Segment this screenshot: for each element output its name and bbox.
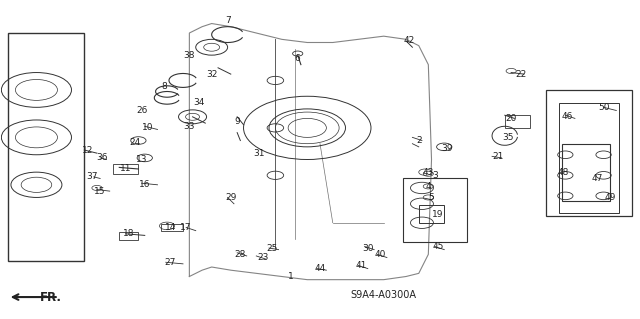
Text: 4: 4 — [426, 182, 431, 191]
Text: 18: 18 — [123, 229, 134, 238]
Text: 39: 39 — [442, 144, 453, 153]
Text: 45: 45 — [432, 242, 444, 251]
Text: 35: 35 — [502, 133, 514, 142]
Text: 44: 44 — [314, 264, 326, 273]
Text: 24: 24 — [129, 137, 141, 147]
Text: 10: 10 — [142, 123, 154, 132]
Text: 47: 47 — [591, 174, 603, 183]
Text: 14: 14 — [164, 223, 176, 232]
Text: FR.: FR. — [40, 291, 61, 304]
Text: 29: 29 — [225, 193, 236, 202]
Text: 9: 9 — [234, 117, 240, 126]
Bar — [403, 178, 467, 242]
Text: 16: 16 — [139, 180, 150, 189]
Text: 20: 20 — [506, 114, 517, 123]
Text: 13: 13 — [136, 155, 147, 164]
Text: 8: 8 — [161, 82, 167, 91]
Text: 27: 27 — [164, 258, 176, 267]
Text: 11: 11 — [120, 165, 131, 174]
Text: 6: 6 — [295, 54, 301, 63]
Text: 37: 37 — [87, 172, 99, 182]
Text: 38: 38 — [184, 51, 195, 60]
Text: 48: 48 — [557, 168, 569, 177]
Text: 40: 40 — [375, 250, 386, 259]
Text: 28: 28 — [235, 250, 246, 259]
Bar — [546, 90, 632, 216]
Text: 36: 36 — [96, 153, 108, 162]
Text: 43: 43 — [422, 168, 434, 177]
Text: 25: 25 — [266, 243, 278, 253]
Text: 49: 49 — [604, 193, 616, 202]
Text: 5: 5 — [429, 193, 435, 202]
Text: 30: 30 — [362, 243, 374, 253]
Text: 15: 15 — [95, 187, 106, 196]
Text: 34: 34 — [193, 98, 205, 107]
Text: S9A4-A0300A: S9A4-A0300A — [351, 291, 417, 300]
Bar — [119, 232, 138, 240]
Text: 26: 26 — [136, 106, 147, 115]
Text: 22: 22 — [515, 70, 526, 78]
Text: 23: 23 — [257, 253, 268, 262]
Bar — [419, 205, 444, 223]
Text: 1: 1 — [289, 272, 294, 281]
Bar — [161, 224, 183, 231]
Bar — [8, 33, 84, 261]
Bar — [562, 144, 610, 201]
Text: 21: 21 — [493, 152, 504, 161]
Text: 7: 7 — [225, 16, 230, 25]
Bar — [505, 115, 531, 128]
Text: 42: 42 — [404, 36, 415, 45]
Text: 33: 33 — [184, 122, 195, 131]
Text: 12: 12 — [82, 145, 93, 154]
Text: 31: 31 — [253, 149, 265, 158]
Text: 2: 2 — [416, 136, 422, 145]
Text: 3: 3 — [432, 171, 438, 180]
Text: 17: 17 — [180, 223, 192, 232]
Text: 32: 32 — [206, 70, 218, 78]
Text: 41: 41 — [356, 261, 367, 270]
Text: 19: 19 — [432, 210, 444, 219]
Bar — [113, 164, 138, 174]
Text: 46: 46 — [561, 112, 573, 121]
Text: 50: 50 — [598, 103, 609, 112]
Bar — [559, 103, 620, 213]
